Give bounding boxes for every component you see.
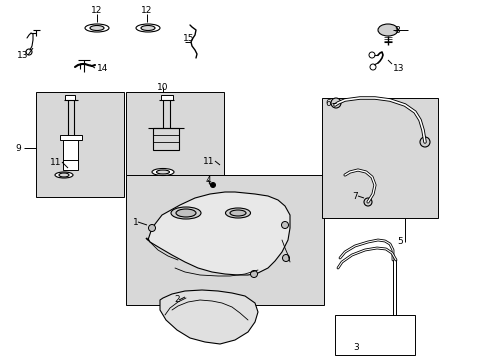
Text: 11: 11 [202, 157, 214, 166]
Ellipse shape [59, 173, 69, 177]
Ellipse shape [55, 172, 73, 178]
Bar [161, 95, 173, 100]
Ellipse shape [90, 26, 104, 31]
Bar [321, 98, 437, 218]
Text: 15: 15 [183, 33, 194, 42]
Ellipse shape [85, 24, 109, 32]
Text: 10: 10 [157, 82, 168, 91]
Bar [153, 128, 179, 150]
Circle shape [281, 221, 288, 229]
Bar [334, 315, 414, 355]
Text: 13: 13 [17, 50, 28, 59]
Polygon shape [160, 290, 258, 344]
Polygon shape [146, 192, 289, 275]
Circle shape [330, 98, 340, 108]
Bar [63, 140, 78, 170]
Text: 1: 1 [133, 217, 139, 226]
Text: 9: 9 [15, 144, 21, 153]
Text: 8: 8 [393, 26, 399, 35]
Ellipse shape [171, 207, 201, 219]
Text: 11: 11 [50, 158, 61, 166]
Text: 4: 4 [205, 176, 211, 185]
Circle shape [369, 64, 375, 70]
Text: 6: 6 [325, 99, 330, 108]
Text: 12: 12 [91, 5, 102, 14]
Text: 5: 5 [396, 238, 402, 247]
Ellipse shape [377, 24, 397, 36]
Circle shape [148, 225, 155, 231]
Bar [65, 95, 75, 100]
Bar [126, 175, 324, 305]
Circle shape [368, 52, 374, 58]
Circle shape [363, 198, 371, 206]
Text: 7: 7 [351, 192, 357, 201]
Ellipse shape [176, 209, 196, 217]
Ellipse shape [156, 170, 169, 174]
Text: 12: 12 [141, 5, 152, 14]
Ellipse shape [141, 26, 155, 31]
Ellipse shape [136, 24, 160, 32]
Text: 2: 2 [174, 296, 179, 305]
Ellipse shape [225, 208, 250, 218]
Bar [36, 92, 124, 197]
Text: 13: 13 [392, 63, 404, 72]
Circle shape [210, 183, 215, 188]
Bar [60, 135, 82, 140]
Bar [126, 92, 224, 197]
Ellipse shape [152, 168, 174, 176]
Circle shape [250, 270, 257, 278]
Text: 14: 14 [97, 63, 108, 72]
Circle shape [282, 255, 289, 261]
Text: 3: 3 [352, 343, 358, 352]
Ellipse shape [229, 210, 245, 216]
Circle shape [419, 137, 429, 147]
